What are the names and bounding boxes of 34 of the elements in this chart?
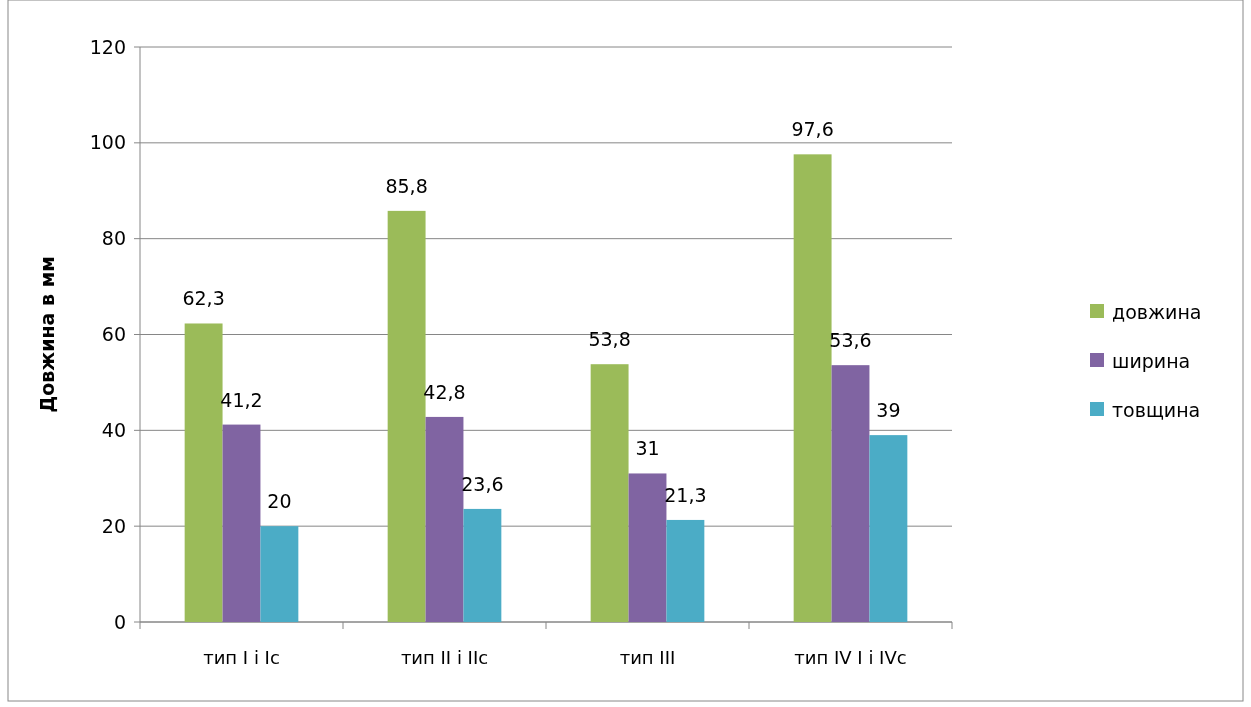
bar	[793, 154, 832, 622]
bar	[222, 424, 261, 622]
x-tick-label: тип І і Іс	[203, 647, 280, 668]
data-label: 85,8	[385, 174, 428, 197]
y-axis-title: Довжина в мм	[36, 256, 58, 413]
legend-label: товщина	[1112, 398, 1201, 421]
x-tick-label: тип ІІ і ІІс	[400, 647, 489, 668]
data-label: 97,6	[791, 118, 834, 141]
x-tick-label: тип IV І і IVс	[794, 647, 907, 668]
legend-label: довжина	[1112, 300, 1202, 323]
y-tick-label: 80	[101, 227, 126, 250]
bar	[425, 416, 464, 622]
y-tick-label: 40	[101, 418, 126, 441]
y-tick-label: 100	[89, 131, 126, 154]
data-label: 31	[635, 437, 660, 460]
data-label: 62,3	[182, 287, 225, 310]
x-tick-label: тип ІІІ	[619, 647, 676, 668]
bar	[463, 508, 502, 622]
y-tick-label: 120	[89, 35, 126, 58]
data-label: 39	[876, 399, 901, 422]
bar	[260, 526, 299, 622]
bar	[590, 364, 629, 622]
bar	[869, 435, 908, 622]
y-tick-label: 0	[113, 610, 126, 633]
y-tick-label: 20	[101, 514, 126, 537]
data-label: 53,8	[588, 328, 631, 351]
bar	[387, 210, 426, 622]
y-tick-label: 60	[101, 323, 126, 346]
data-label: 20	[267, 490, 292, 513]
legend-label: ширина	[1112, 349, 1191, 372]
bar	[666, 519, 705, 622]
bar	[831, 365, 870, 622]
bar	[184, 323, 223, 622]
bar	[628, 473, 667, 622]
